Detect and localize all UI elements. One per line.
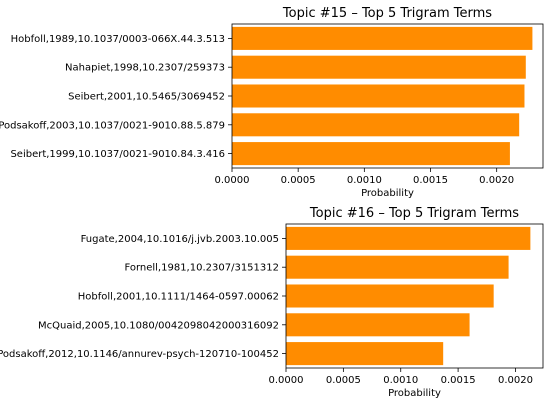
- bar: [232, 26, 533, 50]
- bar: [232, 84, 525, 108]
- y-tick-label: McQuaid,2005,10.1080/0042098042000316092: [38, 320, 279, 331]
- x-axis-label: Probability: [388, 388, 441, 399]
- x-axis-label: Probability: [361, 188, 414, 199]
- bar: [286, 313, 470, 337]
- y-tick-label: Fugate,2004,10.1016/j.jvb.2003.10.005: [81, 234, 279, 245]
- bar: [286, 342, 444, 366]
- x-tick-label: 0.0010: [383, 375, 418, 386]
- bar: [232, 113, 520, 137]
- plot-frame: [231, 23, 544, 169]
- x-tick-label: 0.0015: [413, 175, 448, 186]
- y-tick-label: Nahapiet,1998,10.2307/259373: [65, 63, 225, 74]
- y-tick-label: Fornell,1981,10.2307/3151312: [124, 263, 279, 274]
- x-tick-label: 0.0010: [347, 175, 382, 186]
- bar: [286, 226, 531, 250]
- bar: [232, 142, 510, 166]
- y-tick-label: Podsakoff,2012,10.1146/annurev-psych-120…: [0, 349, 279, 360]
- y-tick-label: Hobfoll,2001,10.1111/1464-0597.00062: [78, 292, 279, 303]
- bar: [232, 55, 526, 79]
- x-tick-label: 0.0020: [479, 175, 514, 186]
- y-tick-label: Seibert,2001,10.5465/3069452: [68, 92, 225, 103]
- bar: [286, 255, 509, 279]
- x-tick-label: 0.0000: [215, 175, 250, 186]
- plot-frame: [285, 223, 544, 369]
- y-tick-label: Hobfoll,1989,10.1037/0003-066X.44.3.513: [11, 34, 225, 45]
- y-tick-label: Podsakoff,2003,10.1037/0021-9010.88.5.87…: [0, 120, 225, 131]
- x-tick-label: 0.0005: [281, 175, 316, 186]
- chart-topic-15: Topic #15 – Top 5 Trigram Terms Hobfoll,1…: [0, 6, 544, 199]
- chart-title: Topic #15 – Top 5 Trigram Terms: [282, 6, 492, 21]
- x-tick-label: 0.0000: [269, 375, 304, 386]
- x-tick-label: 0.0015: [441, 375, 476, 386]
- x-tick-label: 0.0005: [326, 375, 361, 386]
- bar: [286, 284, 494, 308]
- chart-topic-16: Topic #16 – Top 5 Trigram Terms Fugate,20…: [0, 206, 544, 399]
- x-tick-label: 0.0020: [498, 375, 533, 386]
- chart-title: Topic #16 – Top 5 Trigram Terms: [309, 206, 519, 221]
- y-tick-label: Seibert,1999,10.1037/0021-9010.84.3.416: [10, 149, 225, 160]
